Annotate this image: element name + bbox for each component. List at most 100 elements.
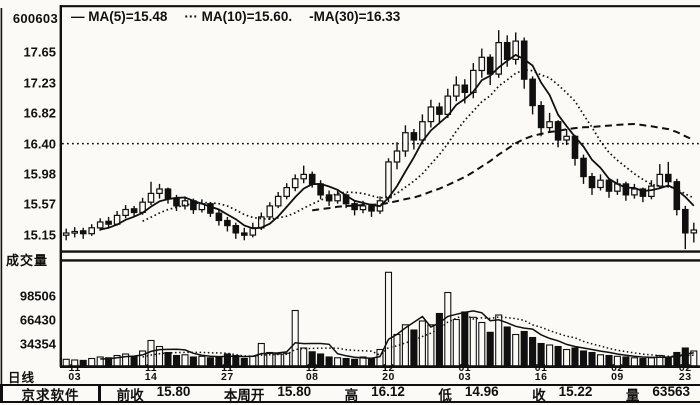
candle-body xyxy=(215,212,223,222)
volume-bar xyxy=(478,321,486,367)
volume-bar xyxy=(215,356,223,367)
status-field: 低 14.96 xyxy=(438,384,498,404)
volume-bar xyxy=(130,355,138,367)
candle-body xyxy=(291,178,299,189)
volume-bar xyxy=(622,356,630,367)
volume-ma10-line xyxy=(142,313,694,358)
volume-bar xyxy=(495,314,503,367)
ma30-legend-item: -MA(30)=16.33 xyxy=(309,9,401,24)
status-field: 收 15.22 xyxy=(532,384,592,404)
candle-body xyxy=(529,78,536,107)
status-field-label: 低 xyxy=(438,387,452,403)
ma10-legend-item: ··· MA(10)=15.60. xyxy=(184,9,293,24)
ma5-legend-item: — MA(5)=15.48 xyxy=(71,9,168,24)
volume-bar xyxy=(147,339,155,367)
volume-bar xyxy=(274,353,282,367)
candle-body xyxy=(147,192,155,203)
candle-body xyxy=(368,205,375,212)
price-axis-label: 17.65 xyxy=(23,44,56,60)
candle-body xyxy=(512,40,520,60)
candle-body xyxy=(232,225,240,234)
volume-bar xyxy=(563,348,571,367)
volume-bar xyxy=(444,291,452,367)
status-field-label: 收 xyxy=(532,387,546,403)
volume-bar xyxy=(418,320,426,367)
candle-body xyxy=(334,194,341,202)
volume-bar xyxy=(393,333,401,367)
candle-body xyxy=(580,157,587,178)
volume-bar xyxy=(206,357,214,367)
volume-bar xyxy=(351,358,359,367)
volume-bar xyxy=(62,358,70,367)
candle-body xyxy=(648,185,655,198)
volume-bar xyxy=(647,357,655,367)
volume-bar xyxy=(571,347,579,367)
volume-bar xyxy=(291,309,299,367)
candle-body xyxy=(274,195,282,207)
status-bar: 京求软件 前收 15.80 本周开 15.80 高 16.12 低 14.96 收 15.22 量 6… xyxy=(0,384,700,403)
volume-bar xyxy=(681,347,689,367)
candle-body xyxy=(300,173,308,180)
volume-bar xyxy=(249,355,257,367)
software-brand-label: 京求软件 xyxy=(21,387,80,403)
volume-bar xyxy=(71,359,79,367)
volume-bar xyxy=(486,331,494,367)
price-axis-label: 17.23 xyxy=(23,75,56,91)
candle-body xyxy=(444,95,452,115)
candle-body xyxy=(664,173,672,183)
candle-body xyxy=(588,176,596,189)
volume-bar xyxy=(546,344,554,367)
candle-body xyxy=(453,84,460,97)
price-axis-label: 16.40 xyxy=(23,136,56,152)
volume-bar xyxy=(664,356,672,367)
candle-body xyxy=(495,41,503,75)
candle-body xyxy=(681,208,689,234)
volume-bar xyxy=(79,359,87,367)
volume-bar xyxy=(512,333,520,367)
volume-bar xyxy=(283,352,291,367)
candle-body xyxy=(224,219,231,227)
candle-body xyxy=(88,227,96,235)
volume-bar xyxy=(588,351,596,367)
candle-body xyxy=(359,205,367,211)
candle-body xyxy=(656,173,664,187)
volume-bar xyxy=(503,326,511,367)
candle-body xyxy=(486,56,494,75)
volume-bar xyxy=(189,356,197,367)
candle-body xyxy=(639,188,647,197)
status-field-label: 高 xyxy=(344,387,359,403)
volume-bar xyxy=(673,351,681,367)
ma5-line xyxy=(100,53,695,231)
volume-bar xyxy=(172,354,181,367)
price-axis-label: 15.57 xyxy=(23,196,56,212)
volume-bar xyxy=(452,318,460,367)
candle-body xyxy=(436,106,443,115)
candle-body xyxy=(79,230,87,235)
status-field: 本周开 15.80 xyxy=(224,384,311,404)
volume-axis-label: 98506 xyxy=(19,288,56,304)
volume-bar xyxy=(554,345,562,367)
volume-bar xyxy=(630,357,638,367)
volume-bar xyxy=(384,271,393,367)
volume-ma5-line xyxy=(100,310,694,360)
candle-body xyxy=(173,198,180,207)
candle-body xyxy=(393,150,401,163)
status-field: 量 63563 xyxy=(626,384,690,404)
volume-bar xyxy=(300,347,308,367)
period-label: 日线 xyxy=(8,371,36,385)
candle-body xyxy=(478,56,486,72)
volume-bar xyxy=(639,357,647,367)
price-axis-label: 15.15 xyxy=(23,227,56,243)
volume-pane-title: 成交量 xyxy=(6,253,49,268)
candle-body xyxy=(402,132,409,152)
candle-body xyxy=(537,104,545,129)
ma30-line xyxy=(312,122,695,212)
volume-bar xyxy=(198,355,206,367)
candle-body xyxy=(71,230,79,234)
price-axis-label: 16.82 xyxy=(23,105,56,121)
candle-body xyxy=(283,187,291,198)
volume-bar xyxy=(232,354,240,367)
candle-body xyxy=(130,208,138,214)
candle-body xyxy=(308,173,316,185)
